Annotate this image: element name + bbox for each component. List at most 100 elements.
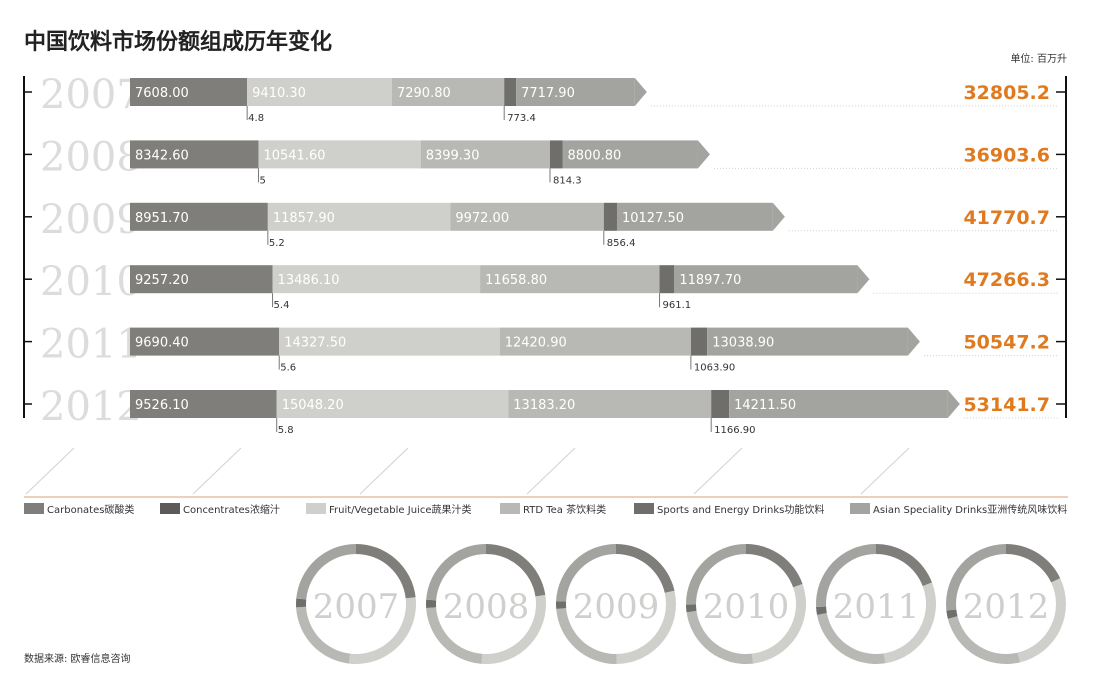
bar-label-sports: 856.4	[607, 238, 636, 249]
bar-label-asian: 13038.90	[712, 336, 774, 351]
donut-slice-carbonates	[876, 544, 933, 587]
bar-asian	[729, 390, 948, 418]
bar-label-carbonates: 8951.70	[135, 211, 189, 226]
legend-label-concentrates: Concentrates浓缩汁	[183, 503, 280, 516]
bar-label-sports: 961.1	[663, 300, 692, 311]
bar-label-rtd_tea: 9972.00	[455, 211, 509, 226]
donut-slice-carbonates	[486, 544, 546, 597]
chart-title: 中国饮料市场份额组成历年变化	[24, 30, 333, 55]
donut-slice-sports	[296, 598, 307, 608]
total-label: 53141.7	[963, 394, 1050, 416]
donut-year-label: 2011	[833, 587, 920, 627]
bar-carbonates	[130, 78, 248, 106]
legend-label-rtd_tea: RTD Tea 茶饮料类	[523, 503, 606, 516]
bar-asian	[707, 327, 908, 356]
donut-slice-asian	[946, 544, 1006, 611]
bar-rtd_tea	[508, 390, 712, 418]
bar-label-rtd_tea: 12420.90	[505, 336, 567, 351]
legend-label-sports: Sports and Energy Drinks功能饮料	[657, 503, 824, 516]
bar-label-fruit: 15048.20	[282, 398, 344, 413]
donut-slice-concentrates	[405, 597, 416, 599]
donut-slice-fruit	[481, 595, 546, 664]
donut-slice-rtd_tea	[556, 608, 617, 664]
bar-carbonates	[130, 265, 273, 294]
bar-label-sports: 814.3	[553, 175, 582, 186]
bar-label-rtd_tea: 7290.80	[397, 86, 451, 101]
bar-label-carbonates: 8342.60	[135, 148, 189, 163]
total-label: 50547.2	[963, 332, 1050, 354]
bar-sports	[504, 78, 517, 106]
bar-label-asian: 14211.50	[734, 398, 796, 413]
donut-slice-concentrates	[664, 590, 675, 593]
legend-swatch-asian	[850, 503, 870, 514]
donut-slice-fruit	[751, 584, 806, 664]
donut-slice-fruit	[883, 582, 936, 664]
bar-arrowhead	[697, 140, 710, 169]
bar-label-concentrates: 5.2	[269, 238, 285, 249]
legend-label-fruit: Fruit/Vegetable Juice蔬果汁类	[329, 503, 471, 516]
bar-label-rtd_tea: 11658.80	[485, 273, 547, 288]
legend-label-asian: Asian Speciality Drinks亚洲传统风味饮料	[873, 503, 1067, 516]
decor-diagonal	[359, 447, 409, 495]
donut-slice-sports	[686, 604, 697, 613]
bar-label-carbonates: 9526.10	[135, 398, 189, 413]
donut-slice-sports	[555, 601, 567, 609]
donut-year-label: 2007	[313, 587, 400, 627]
bar-fruit	[276, 390, 509, 418]
bar-carbonates	[130, 390, 277, 418]
bar-label-fruit: 10541.60	[263, 148, 325, 163]
donut-slice-carbonates	[746, 544, 803, 588]
year-label: 2009	[40, 197, 142, 243]
bar-rtd_tea	[391, 78, 505, 106]
decor-diagonal	[192, 447, 242, 495]
bar-fruit	[279, 327, 500, 356]
bar-label-carbonates: 9690.40	[135, 336, 189, 351]
bar-label-asian: 11897.70	[679, 273, 741, 288]
bar-asian	[674, 265, 858, 294]
total-label: 47266.3	[963, 269, 1050, 291]
bar-label-concentrates: 5	[259, 175, 265, 186]
donut-slice-concentrates	[535, 595, 546, 597]
bar-label-fruit: 13486.10	[278, 273, 340, 288]
bar-carbonates	[130, 202, 268, 231]
donut-slice-rtd_tea	[296, 606, 351, 664]
donut-slice-rtd_tea	[686, 610, 754, 665]
bar-fruit	[272, 265, 481, 294]
donut-slice-carbonates	[1006, 544, 1061, 583]
donut-slice-sports	[946, 609, 958, 619]
bar-label-carbonates: 7608.00	[135, 86, 189, 101]
bar-sports	[659, 265, 675, 294]
bar-rtd_tea	[499, 327, 691, 356]
bar-fruit	[258, 140, 421, 169]
bar-rtd_tea	[480, 265, 660, 294]
bar-fruit	[247, 78, 392, 106]
donut-slice-concentrates	[922, 582, 933, 587]
decor-diagonal	[693, 447, 743, 495]
donut-year-label: 2008	[443, 587, 530, 627]
bar-arrowhead	[907, 327, 920, 356]
bar-sports	[690, 327, 708, 356]
legend-swatch-rtd_tea	[500, 503, 520, 514]
bar-label-asian: 7717.90	[521, 86, 575, 101]
unit-label: 单位: 百万升	[1010, 54, 1067, 65]
donut-slice-asian	[816, 544, 876, 607]
donut-slice-sports	[816, 606, 827, 615]
legend-swatch-sports	[634, 503, 654, 514]
bar-label-sports: 773.4	[507, 113, 536, 124]
bar-label-concentrates: 5.8	[278, 425, 294, 436]
decor-diagonal	[860, 447, 910, 495]
bar-label-asian: 10127.50	[622, 211, 684, 226]
bar-asian	[516, 78, 635, 106]
bar-label-carbonates: 9257.20	[135, 273, 189, 288]
bar-arrowhead	[634, 78, 647, 106]
bar-label-concentrates: 5.4	[274, 300, 290, 311]
bar-label-fruit: 14327.50	[284, 336, 346, 351]
year-label: 2007	[40, 72, 142, 118]
source-note: 数据来源: 欧睿信息咨询	[24, 654, 131, 665]
bar-label-sports: 1166.90	[714, 425, 755, 436]
bar-label-rtd_tea: 13183.20	[513, 398, 575, 413]
year-label: 2010	[40, 259, 142, 305]
bar-label-rtd_tea: 8399.30	[426, 148, 480, 163]
bar-asian	[616, 202, 773, 231]
